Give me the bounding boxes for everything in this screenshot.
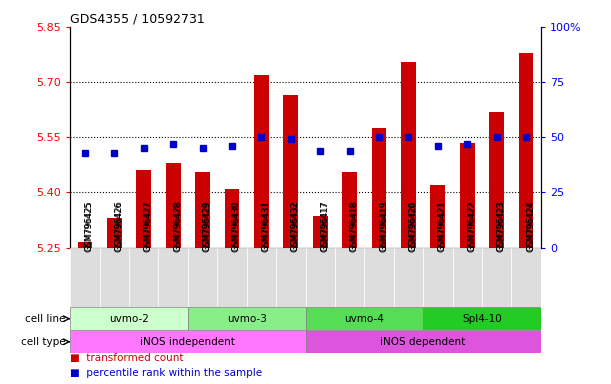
Text: iNOS dependent: iNOS dependent: [381, 337, 466, 347]
Bar: [129, 248, 158, 307]
Text: GSM796425: GSM796425: [85, 200, 94, 251]
Text: GSM796427: GSM796427: [144, 201, 153, 252]
Text: GSM796427: GSM796427: [144, 200, 153, 251]
Text: GSM796432: GSM796432: [291, 200, 300, 251]
Bar: [225, 189, 240, 248]
Bar: [371, 128, 386, 248]
Text: GSM796423: GSM796423: [497, 200, 506, 251]
Text: GSM796430: GSM796430: [232, 201, 241, 252]
Bar: [306, 307, 423, 330]
Bar: [511, 248, 541, 307]
Bar: [166, 163, 180, 248]
Bar: [313, 217, 327, 248]
Text: cell line: cell line: [26, 314, 66, 324]
Text: uvmo-3: uvmo-3: [227, 314, 266, 324]
Text: GSM796428: GSM796428: [173, 201, 182, 252]
Bar: [158, 248, 188, 307]
Text: GSM796417: GSM796417: [320, 200, 329, 251]
Bar: [136, 170, 151, 248]
Text: GSM796429: GSM796429: [203, 201, 211, 252]
Bar: [218, 248, 247, 307]
Bar: [306, 330, 541, 353]
Bar: [342, 172, 357, 248]
Bar: [254, 75, 269, 248]
Text: GDS4355 / 10592731: GDS4355 / 10592731: [70, 13, 205, 26]
Text: Spl4-10: Spl4-10: [462, 314, 502, 324]
Text: GSM796430: GSM796430: [232, 200, 241, 251]
Text: GSM796421: GSM796421: [438, 201, 447, 252]
Text: GSM796432: GSM796432: [291, 201, 300, 252]
Text: GSM796423: GSM796423: [497, 201, 506, 252]
Bar: [393, 248, 423, 307]
Text: GSM796420: GSM796420: [408, 201, 417, 252]
Bar: [284, 95, 298, 248]
Text: GSM796419: GSM796419: [379, 201, 388, 252]
Bar: [188, 248, 218, 307]
Text: iNOS independent: iNOS independent: [141, 337, 235, 347]
Bar: [482, 248, 511, 307]
Text: GSM796425: GSM796425: [85, 201, 94, 252]
Text: GSM796431: GSM796431: [262, 200, 271, 251]
Bar: [364, 248, 393, 307]
Text: GSM796421: GSM796421: [438, 200, 447, 251]
Bar: [247, 248, 276, 307]
Bar: [70, 248, 100, 307]
Text: GSM796422: GSM796422: [467, 200, 476, 251]
Text: GSM796426: GSM796426: [114, 200, 123, 251]
Text: GSM796426: GSM796426: [114, 201, 123, 252]
Bar: [70, 307, 188, 330]
Text: ■  transformed count: ■ transformed count: [70, 353, 184, 363]
Bar: [423, 248, 453, 307]
Bar: [489, 111, 504, 248]
Text: GSM796420: GSM796420: [408, 200, 417, 251]
Bar: [423, 307, 541, 330]
Bar: [401, 62, 415, 248]
Bar: [188, 307, 306, 330]
Bar: [196, 172, 210, 248]
Text: GSM796422: GSM796422: [467, 201, 476, 252]
Text: GSM796424: GSM796424: [526, 201, 535, 252]
Bar: [70, 330, 306, 353]
Bar: [100, 248, 129, 307]
Text: ■  percentile rank within the sample: ■ percentile rank within the sample: [70, 368, 262, 378]
Text: GSM796418: GSM796418: [349, 200, 359, 251]
Bar: [453, 248, 482, 307]
Text: GSM796429: GSM796429: [203, 200, 211, 251]
Bar: [519, 53, 533, 248]
Text: uvmo-4: uvmo-4: [345, 314, 384, 324]
Text: cell type: cell type: [21, 337, 66, 347]
Bar: [306, 248, 335, 307]
Text: GSM796417: GSM796417: [320, 201, 329, 252]
Bar: [276, 248, 306, 307]
Text: GSM796431: GSM796431: [262, 201, 271, 252]
Bar: [460, 143, 475, 248]
Text: GSM796428: GSM796428: [173, 200, 182, 251]
Text: GSM796418: GSM796418: [349, 201, 359, 252]
Text: GSM796424: GSM796424: [526, 200, 535, 251]
Bar: [107, 218, 122, 248]
Bar: [431, 185, 445, 248]
Bar: [78, 242, 92, 248]
Text: GSM796419: GSM796419: [379, 200, 388, 251]
Text: uvmo-2: uvmo-2: [109, 314, 149, 324]
Bar: [335, 248, 364, 307]
